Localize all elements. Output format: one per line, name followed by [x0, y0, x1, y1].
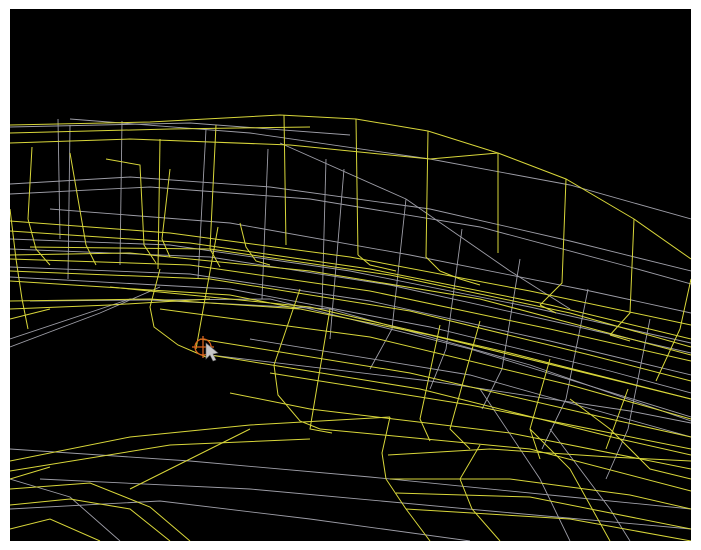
wireframe-mesh-gray	[10, 118, 691, 541]
wireframe-mesh-yellow	[10, 114, 691, 541]
3d-viewport[interactable]	[10, 9, 691, 541]
mouse-pointer-icon	[205, 342, 219, 362]
wireframe-canvas[interactable]	[10, 9, 691, 541]
